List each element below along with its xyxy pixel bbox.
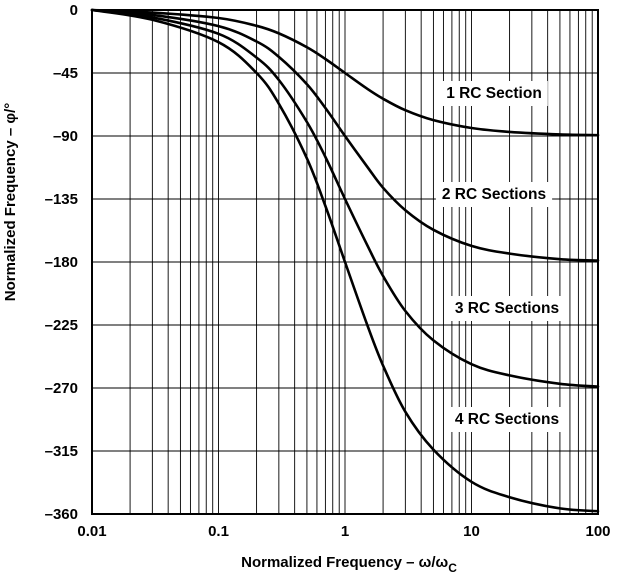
series-curves <box>90 8 600 513</box>
y-tick-label: –360 <box>45 506 78 523</box>
series-label-2: 2 RC Sections <box>435 182 553 207</box>
y-tick-label: –180 <box>45 254 78 271</box>
x-tick-label: 100 <box>585 523 610 540</box>
x-axis-title-main: Normalized Frequency – ω/ω <box>241 554 448 571</box>
series-label-bg <box>448 407 566 432</box>
series-label-text: 4 RC Sections <box>455 411 559 428</box>
series-label-bg <box>435 182 553 207</box>
x-axis-title: Normalized Frequency – ω/ωC <box>241 554 457 575</box>
series-label-text: 1 RC Section <box>446 85 542 102</box>
series-label-text: 3 RC Sections <box>455 300 559 317</box>
x-tick-labels: 0.01 0.1 1 10 100 <box>77 523 610 540</box>
series-line-4 <box>90 8 600 513</box>
y-tick-label: –45 <box>53 65 78 82</box>
x-axis-title-subscript: C <box>448 561 457 575</box>
x-tick-label: 0.01 <box>77 523 106 540</box>
y-tick-label: –135 <box>45 191 78 208</box>
series-label-bg <box>448 296 566 321</box>
y-tick-label: 0 <box>70 2 78 19</box>
series-label-4: 4 RC Sections <box>448 407 566 432</box>
series-labels: 1 RC Section 2 RC Sections 3 RC Sections 4 … <box>435 81 566 432</box>
y-axis-title: Normalized Frequency – φ/° <box>2 103 19 301</box>
y-tick-label: –90 <box>53 128 78 145</box>
series-line-2 <box>90 8 600 262</box>
x-tick-label: 1 <box>341 523 349 540</box>
y-tick-label: –270 <box>45 380 78 397</box>
y-tick-label: –315 <box>45 443 78 460</box>
y-tick-labels: 0 –45 –90 –135 –180 –225 –270 –315 –360 <box>45 2 78 523</box>
series-line-3 <box>90 8 600 388</box>
x-tick-label: 0.1 <box>208 523 229 540</box>
series-line-1 <box>90 8 600 137</box>
series-label-1: 1 RC Section <box>440 81 548 106</box>
x-tick-label: 10 <box>463 523 480 540</box>
series-label-bg <box>440 81 548 106</box>
y-tick-label: –225 <box>45 317 78 334</box>
plot-frame <box>91 9 599 515</box>
series-label-3: 3 RC Sections <box>448 296 566 321</box>
series-label-text: 2 RC Sections <box>442 186 546 203</box>
